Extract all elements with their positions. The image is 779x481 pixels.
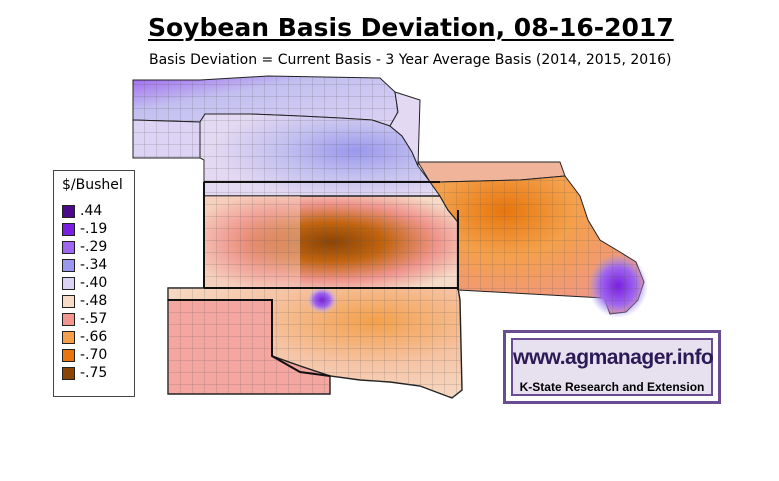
legend-label: -.40: [80, 275, 108, 291]
legend-swatch: [62, 223, 75, 236]
agmanager-logo[interactable]: www.agmanager.info K-State Research and …: [503, 330, 721, 404]
logo-org: K-State Research and Extension: [519, 380, 705, 394]
legend-swatch: [62, 259, 75, 272]
region-nebraska: [132, 113, 441, 197]
logo-url[interactable]: www.agmanager.info: [513, 346, 714, 369]
legend-item: -.34: [62, 257, 134, 273]
legend-label: -.66: [80, 329, 108, 345]
region-missouri: [429, 175, 648, 318]
legend-swatch: [62, 241, 75, 254]
legend-swatch: [62, 295, 75, 308]
legend-swatch: [62, 331, 75, 344]
region-south-dakota: [132, 75, 399, 127]
region-texas-panhandle: [167, 299, 331, 395]
page-subtitle: Basis Deviation = Current Basis - 3 Year…: [149, 52, 672, 68]
region-kansas: [203, 195, 459, 289]
legend-label: -.34: [80, 257, 108, 273]
legend-swatch: [62, 313, 75, 326]
legend-label: -.70: [80, 347, 108, 363]
legend-label: -.75: [80, 365, 108, 381]
legend-swatch: [62, 205, 75, 218]
legend-label: -.57: [80, 311, 108, 327]
legend-label: -.29: [80, 239, 108, 255]
legend-swatch: [62, 277, 75, 290]
legend-item: -.70: [62, 347, 134, 363]
legend: $/Bushel .44 -.19 -.29 -.34 -.40 -.48 -.…: [53, 170, 135, 397]
logo-panel: www.agmanager.info K-State Research and …: [511, 338, 714, 396]
legend-label: -.19: [80, 221, 108, 237]
legend-item: -.48: [62, 293, 134, 309]
legend-swatch: [62, 349, 75, 362]
legend-item: -.75: [62, 365, 134, 381]
legend-item: -.29: [62, 239, 134, 255]
state-borders: [168, 181, 459, 377]
legend-item: -.40: [62, 275, 134, 291]
region-oklahoma: [167, 286, 463, 399]
legend-item: .44: [62, 203, 134, 219]
page-title: Soybean Basis Deviation, 08-16-2017: [148, 13, 674, 42]
legend-label: .44: [80, 203, 103, 219]
legend-item: -.57: [62, 311, 134, 327]
legend-item: -.66: [62, 329, 134, 345]
legend-item: -.19: [62, 221, 134, 237]
legend-title: $/Bushel: [62, 177, 123, 193]
legend-label: -.48: [80, 293, 108, 309]
legend-swatch: [62, 367, 75, 380]
